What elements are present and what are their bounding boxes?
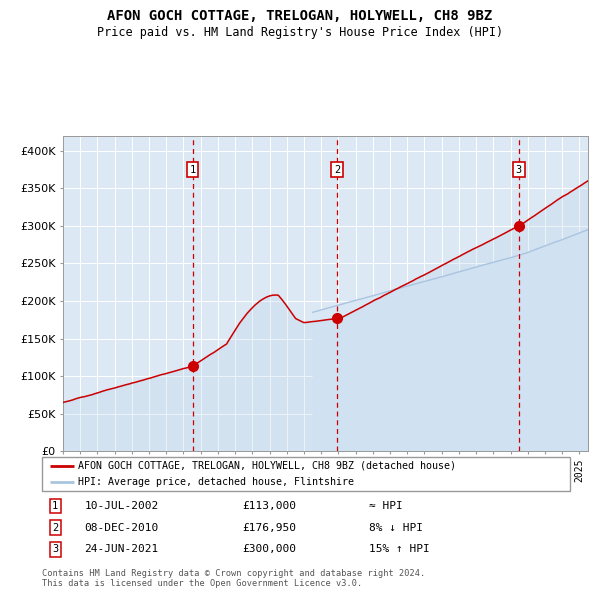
- Text: Price paid vs. HM Land Registry's House Price Index (HPI): Price paid vs. HM Land Registry's House …: [97, 26, 503, 39]
- Text: This data is licensed under the Open Government Licence v3.0.: This data is licensed under the Open Gov…: [42, 579, 362, 588]
- Text: AFON GOCH COTTAGE, TRELOGAN, HOLYWELL, CH8 9BZ (detached house): AFON GOCH COTTAGE, TRELOGAN, HOLYWELL, C…: [78, 461, 456, 471]
- Text: 1: 1: [190, 165, 196, 175]
- FancyBboxPatch shape: [42, 457, 570, 491]
- Text: HPI: Average price, detached house, Flintshire: HPI: Average price, detached house, Flin…: [78, 477, 354, 487]
- Text: Contains HM Land Registry data © Crown copyright and database right 2024.: Contains HM Land Registry data © Crown c…: [42, 569, 425, 578]
- Text: 2: 2: [52, 523, 58, 533]
- Text: 1: 1: [52, 501, 58, 511]
- Text: 10-JUL-2002: 10-JUL-2002: [84, 501, 158, 511]
- Text: ≈ HPI: ≈ HPI: [370, 501, 403, 511]
- Text: 08-DEC-2010: 08-DEC-2010: [84, 523, 158, 533]
- Text: £113,000: £113,000: [242, 501, 296, 511]
- Text: 3: 3: [515, 165, 522, 175]
- Text: £300,000: £300,000: [242, 545, 296, 555]
- Text: 24-JUN-2021: 24-JUN-2021: [84, 545, 158, 555]
- Text: 15% ↑ HPI: 15% ↑ HPI: [370, 545, 430, 555]
- Text: AFON GOCH COTTAGE, TRELOGAN, HOLYWELL, CH8 9BZ: AFON GOCH COTTAGE, TRELOGAN, HOLYWELL, C…: [107, 9, 493, 23]
- Text: 8% ↓ HPI: 8% ↓ HPI: [370, 523, 424, 533]
- Text: 3: 3: [52, 545, 58, 555]
- Text: 2: 2: [334, 165, 340, 175]
- Text: £176,950: £176,950: [242, 523, 296, 533]
